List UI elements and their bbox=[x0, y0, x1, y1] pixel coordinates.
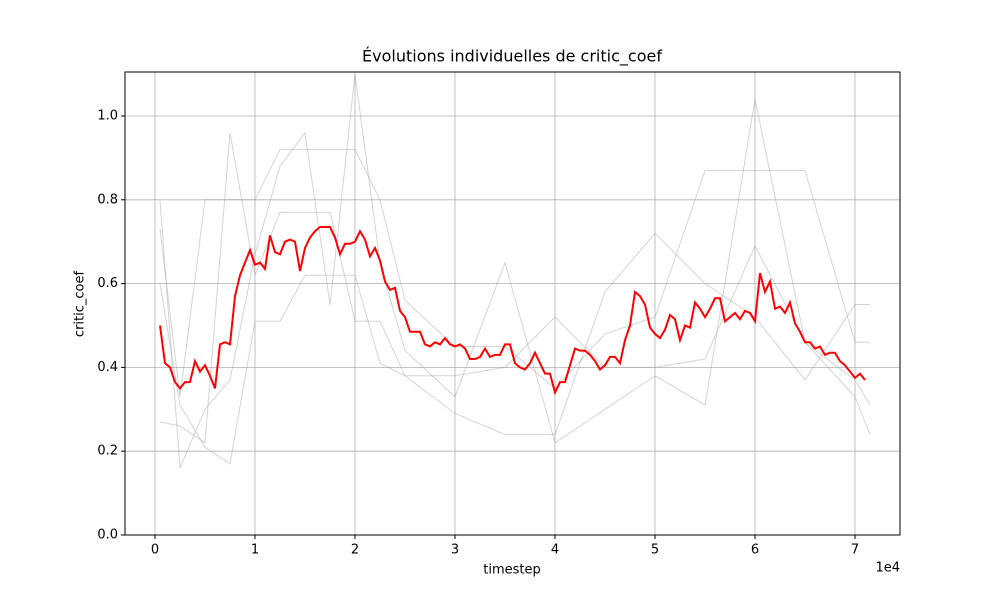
y-tick-label: 0.0 bbox=[97, 528, 118, 543]
y-tick-label: 0.4 bbox=[97, 360, 118, 375]
x-tick-label: 7 bbox=[851, 543, 859, 558]
y-tick-label: 0.8 bbox=[97, 192, 118, 207]
x-tick-label: 2 bbox=[351, 543, 359, 558]
x-tick-label: 6 bbox=[751, 543, 759, 558]
x-tick-label: 1 bbox=[251, 543, 259, 558]
x-axis-label: timestep bbox=[483, 563, 541, 578]
y-axis-label: critic_coef bbox=[73, 271, 88, 338]
y-tick-label: 0.2 bbox=[97, 444, 118, 459]
x-tick-label: 4 bbox=[551, 543, 559, 558]
y-tick-label: 0.6 bbox=[97, 276, 118, 291]
x-tick-label: 0 bbox=[151, 543, 159, 558]
series-line bbox=[159, 232, 870, 465]
series-line bbox=[159, 74, 871, 469]
x-tick-label: 5 bbox=[651, 543, 659, 558]
chart-title: Évolutions individuelles de critic_coef bbox=[362, 47, 662, 67]
y-tick-label: 1.0 bbox=[97, 108, 118, 123]
plot-frame bbox=[124, 71, 901, 536]
series-line bbox=[159, 149, 870, 397]
series-line bbox=[159, 132, 871, 444]
x-offset-label: 1e4 bbox=[875, 561, 900, 576]
x-tick-label: 3 bbox=[451, 543, 459, 558]
series-line bbox=[159, 226, 866, 396]
